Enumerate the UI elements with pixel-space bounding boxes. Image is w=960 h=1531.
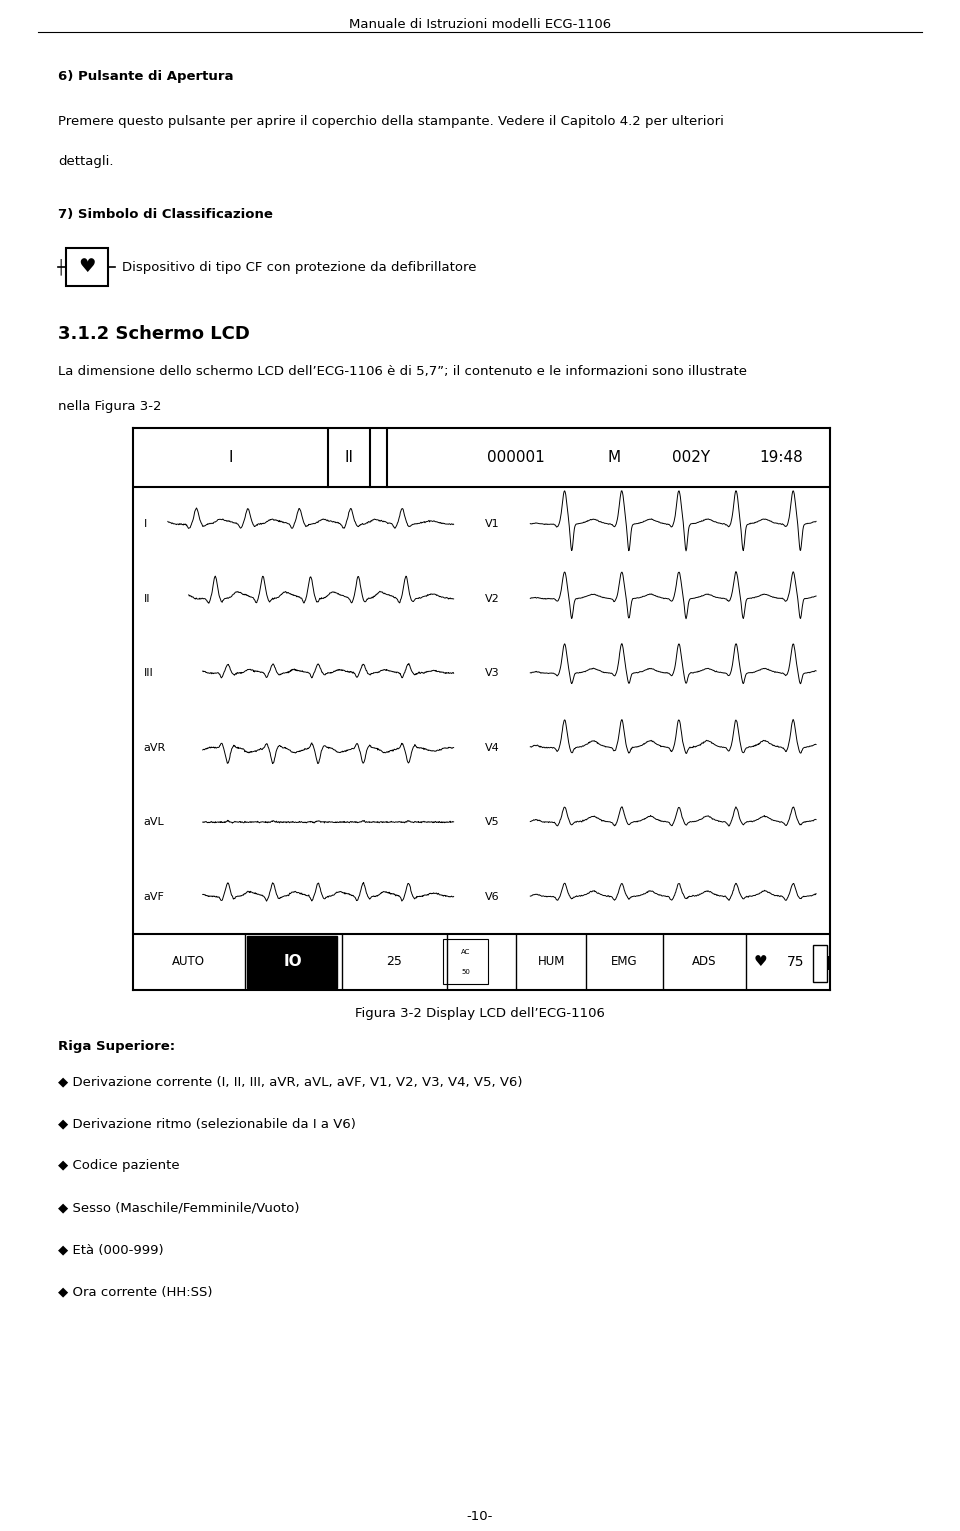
Text: III: III: [143, 668, 154, 678]
Bar: [247, 935, 337, 987]
Text: I: I: [143, 519, 147, 530]
Text: 75: 75: [786, 955, 804, 969]
Text: ADS: ADS: [692, 955, 717, 969]
Text: ◆ Ora corrente (HH:SS): ◆ Ora corrente (HH:SS): [58, 1285, 212, 1298]
Text: -10-: -10-: [467, 1510, 493, 1523]
Text: aVR: aVR: [143, 743, 166, 753]
Bar: [444, 940, 489, 984]
Text: aVL: aVL: [143, 818, 164, 827]
Text: Dispositivo di tipo CF con protezione da defibrillatore: Dispositivo di tipo CF con protezione da…: [122, 260, 476, 274]
Text: 000001: 000001: [488, 450, 545, 465]
Text: 002Y: 002Y: [672, 450, 709, 465]
Text: V5: V5: [485, 818, 499, 827]
Text: AC: AC: [461, 949, 470, 955]
Text: 50: 50: [461, 969, 469, 975]
Text: II: II: [143, 594, 150, 603]
Text: V2: V2: [485, 594, 500, 603]
Text: V4: V4: [485, 743, 500, 753]
Text: HUM: HUM: [538, 955, 564, 969]
Text: 7) Simbolo di Classificazione: 7) Simbolo di Classificazione: [58, 208, 273, 220]
Text: Riga Superiore:: Riga Superiore:: [58, 1040, 175, 1053]
Text: aVF: aVF: [143, 891, 164, 902]
Text: V6: V6: [485, 891, 499, 902]
Text: ♥: ♥: [754, 954, 767, 969]
Bar: [66, 248, 108, 286]
Text: V3: V3: [485, 668, 499, 678]
Text: EMG: EMG: [612, 955, 637, 969]
Text: ◆ Codice paziente: ◆ Codice paziente: [58, 1159, 180, 1173]
Text: Figura 3-2 Display LCD dell’ECG-1106: Figura 3-2 Display LCD dell’ECG-1106: [355, 1007, 605, 1020]
Bar: [827, 957, 830, 971]
Text: 19:48: 19:48: [759, 450, 804, 465]
Text: 25: 25: [387, 955, 402, 969]
Text: Manuale di Istruzioni modelli ECG-1106: Manuale di Istruzioni modelli ECG-1106: [348, 18, 612, 31]
Bar: [812, 945, 827, 981]
Text: ◆ Sesso (Maschile/Femminile/Vuoto): ◆ Sesso (Maschile/Femminile/Vuoto): [58, 1200, 300, 1214]
Text: ♥: ♥: [79, 257, 96, 277]
Text: 3.1.2 Schermo LCD: 3.1.2 Schermo LCD: [58, 325, 250, 343]
Text: Premere questo pulsante per aprire il coperchio della stampante. Vedere il Capit: Premere questo pulsante per aprire il co…: [58, 115, 724, 129]
Text: │: │: [57, 259, 65, 276]
Text: I: I: [228, 450, 233, 465]
Text: AUTO: AUTO: [172, 955, 205, 969]
Text: ◆ Derivazione ritmo (selezionabile da I a V6): ◆ Derivazione ritmo (selezionabile da I …: [58, 1118, 356, 1130]
Text: V1: V1: [485, 519, 499, 530]
Text: II: II: [345, 450, 353, 465]
Text: La dimensione dello schermo LCD dell’ECG-1106 è di 5,7”; il contenuto e le infor: La dimensione dello schermo LCD dell’ECG…: [58, 364, 747, 378]
Text: ◆ Età (000-999): ◆ Età (000-999): [58, 1243, 163, 1255]
Text: ◆ Derivazione corrente (I, II, III, aVR, aVL, aVF, V1, V2, V3, V4, V5, V6): ◆ Derivazione corrente (I, II, III, aVR,…: [58, 1075, 522, 1089]
Text: dettagli.: dettagli.: [58, 155, 113, 168]
Text: nella Figura 3-2: nella Figura 3-2: [58, 400, 161, 413]
Text: M: M: [608, 450, 620, 465]
Text: IO: IO: [284, 954, 302, 969]
Text: 6) Pulsante di Apertura: 6) Pulsante di Apertura: [58, 70, 233, 83]
